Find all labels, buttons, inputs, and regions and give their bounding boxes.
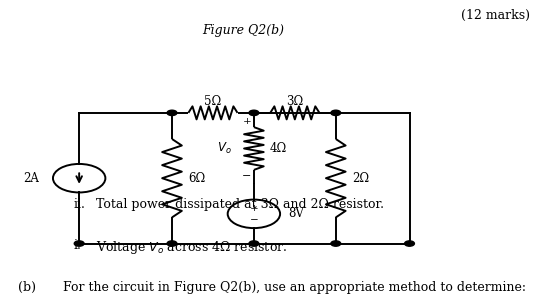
Circle shape	[167, 241, 177, 246]
Circle shape	[74, 241, 84, 246]
Text: $V_o$: $V_o$	[217, 141, 231, 156]
Text: i.: i.	[74, 239, 81, 252]
Circle shape	[249, 110, 259, 116]
Text: Total power dissipated at 3Ω and 2Ω resistor.: Total power dissipated at 3Ω and 2Ω resi…	[96, 198, 383, 211]
Text: (12 marks): (12 marks)	[461, 9, 530, 22]
Text: 3Ω: 3Ω	[286, 95, 304, 108]
Text: +: +	[250, 204, 258, 213]
Text: −: −	[250, 217, 258, 225]
Text: −: −	[242, 171, 251, 181]
Text: 5Ω: 5Ω	[204, 95, 222, 108]
Circle shape	[249, 241, 259, 246]
Text: 2Ω: 2Ω	[352, 172, 369, 185]
Circle shape	[331, 241, 341, 246]
Text: +: +	[242, 117, 251, 126]
Text: 8V: 8V	[288, 207, 304, 220]
Text: Voltage $V_o$ across 4Ω resistor.: Voltage $V_o$ across 4Ω resistor.	[96, 239, 287, 256]
Text: (b): (b)	[18, 281, 36, 294]
Text: For the circuit in Figure Q2(b), use an appropriate method to determine:: For the circuit in Figure Q2(b), use an …	[63, 281, 526, 294]
Circle shape	[167, 110, 177, 116]
Text: 2A: 2A	[23, 172, 39, 185]
Circle shape	[331, 110, 341, 116]
Text: 6Ω: 6Ω	[188, 172, 205, 185]
Circle shape	[405, 241, 414, 246]
Text: 4Ω: 4Ω	[270, 142, 287, 155]
Text: ii.: ii.	[74, 198, 86, 211]
Text: Figure Q2(b): Figure Q2(b)	[202, 24, 284, 37]
